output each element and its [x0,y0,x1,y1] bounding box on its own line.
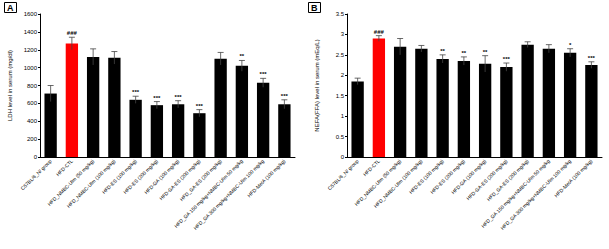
svg-text:*: * [569,42,572,48]
svg-text:HFD-GA-ES (200 mg/kg): HFD-GA-ES (200 mg/kg) [465,158,509,202]
svg-text:HFD-GA (100 mg/kg): HFD-GA (100 mg/kg) [450,158,488,196]
svg-text:**: ** [240,53,245,59]
svg-text:3: 3 [341,31,345,37]
svg-text:2: 2 [341,72,345,78]
svg-text:HFD-CTL: HFD-CTL [362,158,381,177]
svg-text:HFD_GA 300 mg/kg+NMBC-Ulm 100: HFD_GA 300 mg/kg+NMBC-Ulm 100 mg/kg [192,158,265,231]
svg-text:HFD-CTL: HFD-CTL [55,158,74,177]
svg-text:NEFA(FFA) level in serum (mEq/: NEFA(FFA) level in serum (mEq/L) [314,39,320,131]
svg-text:HFD_GA-ES (200 mg/kg): HFD_GA-ES (200 mg/kg) [179,158,223,202]
svg-text:1000: 1000 [24,65,38,71]
svg-text:**: ** [483,49,488,55]
svg-text:400: 400 [27,118,38,124]
svg-text:HFD_NMBC-Ulm (100 mg/kg): HFD_NMBC-Ulm (100 mg/kg) [372,157,424,209]
svg-text:0.5: 0.5 [336,134,345,140]
svg-text:1: 1 [341,113,345,119]
svg-text:HFD-ES (100 mg/kg): HFD-ES (100 mg/kg) [408,158,445,195]
svg-text:***: *** [175,94,183,100]
svg-text:200: 200 [27,136,38,142]
svg-text:***: *** [132,89,140,95]
svg-text:3.5: 3.5 [336,11,345,17]
svg-text:1600: 1600 [24,11,38,17]
svg-text:HFD-MetA (100 mg/kg): HFD-MetA (100 mg/kg) [553,158,594,199]
svg-text:0: 0 [34,154,38,160]
svg-text:HFD-MetA (100 mg/kg): HFD-MetA (100 mg/kg) [246,158,287,199]
svg-text:B: B [311,3,318,13]
svg-text:A: A [7,3,14,13]
svg-text:***: *** [503,56,511,62]
svg-text:###: ### [67,30,78,36]
svg-text:**: ** [462,50,467,56]
svg-text:***: *** [153,95,161,101]
svg-text:HFD-ES (200 mg/kg): HFD-ES (200 mg/kg) [122,158,159,195]
svg-text:HFD_NMBC-Ulm (50 mg/kg): HFD_NMBC-Ulm (50 mg/kg) [46,157,96,207]
svg-text:HFD-ES (100 mg/kg): HFD-ES (100 mg/kg) [101,158,138,195]
svg-text:600: 600 [27,100,38,106]
svg-text:800: 800 [27,83,38,89]
svg-text:0: 0 [341,154,345,160]
svg-text:HFD_NMBC-Ulm (50 mg/kg): HFD_NMBC-Ulm (50 mg/kg) [353,157,403,207]
svg-text:***: *** [588,55,596,61]
svg-text:***: *** [196,103,204,109]
svg-text:HFD-GA-ES (200 mg/kg): HFD-GA-ES (200 mg/kg) [158,158,202,202]
svg-text:###: ### [374,29,385,35]
svg-text:2.5: 2.5 [336,52,345,58]
svg-text:HFD_GA-ES (200 mg/kg): HFD_GA-ES (200 mg/kg) [486,158,530,202]
svg-text:HFD_GA 150 mg/kg+NMBC-Ulm 50 m: HFD_GA 150 mg/kg+NMBC-Ulm 50 mg/kg [172,157,244,229]
svg-text:***: *** [260,71,268,77]
svg-text:1200: 1200 [24,47,38,53]
svg-text:LDH level in serum (mg/dl): LDH level in serum (mg/dl) [7,50,13,121]
svg-text:1.5: 1.5 [336,93,345,99]
svg-text:**: ** [440,48,445,54]
svg-text:1400: 1400 [24,29,38,35]
svg-text:C57BL/6_N/ group: C57BL/6_N/ group [19,158,53,192]
svg-text:HFD-GA (100 mg/kg): HFD-GA (100 mg/kg) [143,158,181,196]
svg-text:HFD_GA 300 mg/kg+NMBC-Ulm 100: HFD_GA 300 mg/kg+NMBC-Ulm 100 mg/kg [499,158,572,231]
svg-text:HFD_NMBC-Ulm (100 mg/kg): HFD_NMBC-Ulm (100 mg/kg) [65,157,117,209]
svg-text:***: *** [281,93,289,99]
svg-text:HFD_GA 150 mg/kg+NMBC-Ulm 50 m: HFD_GA 150 mg/kg+NMBC-Ulm 50 mg/kg [479,157,551,229]
svg-text:C57BL/6_N/ group: C57BL/6_N/ group [326,158,360,192]
svg-text:HFD-ES (200 mg/kg): HFD-ES (200 mg/kg) [429,158,466,195]
